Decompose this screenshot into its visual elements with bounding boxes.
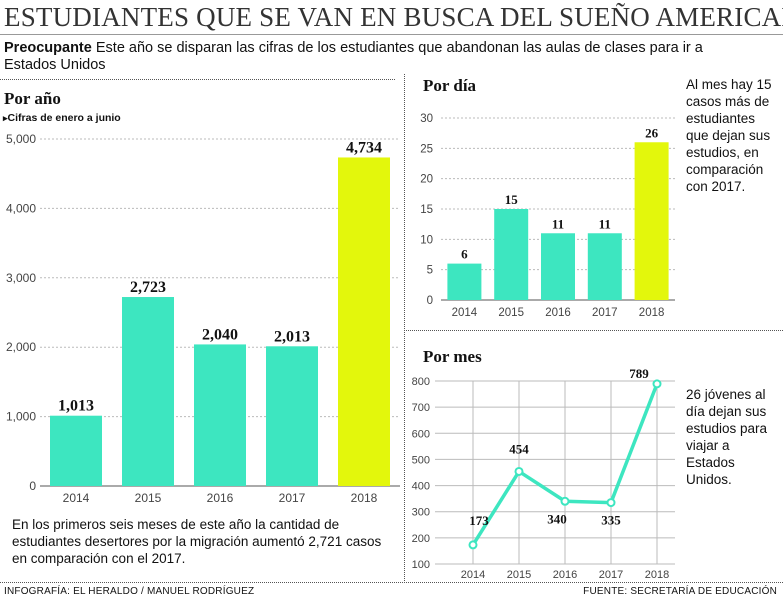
point-value-label: 335 (601, 513, 621, 528)
bar-value-label: 6 (461, 247, 468, 262)
y-tick-label: 100 (412, 559, 430, 571)
y-tick-label: 400 (412, 481, 430, 493)
y-tick-label: 3,000 (6, 271, 36, 285)
x-tick-label: 2014 (63, 491, 90, 505)
bar (447, 263, 482, 300)
y-tick-label: 5,000 (6, 132, 36, 146)
bar (122, 297, 174, 486)
y-tick-label: 600 (412, 428, 430, 440)
y-tick-label: 20 (420, 174, 433, 186)
bar (494, 209, 529, 300)
lead-text: Este año se disparan las cifras de los e… (4, 40, 703, 73)
bar (541, 233, 575, 300)
bar-value-label: 2,040 (202, 326, 238, 343)
y-tick-label: 700 (412, 402, 430, 414)
por-dia-annotation: Al mes hay 15 casos más de estudiantes q… (686, 77, 772, 194)
data-point (560, 496, 570, 506)
x-tick-label: 2015 (507, 569, 531, 581)
divider-vertical (404, 74, 405, 581)
x-tick-label: 2016 (553, 569, 577, 581)
x-tick-label: 2016 (207, 491, 234, 505)
x-tick-label: 2018 (639, 307, 665, 319)
y-tick-label: 500 (412, 454, 430, 466)
x-tick-label: 2017 (599, 569, 623, 581)
bar-value-label: 26 (645, 125, 659, 140)
bar-value-label: 2,723 (130, 279, 166, 296)
infographic-title: ESTUDIANTES QUE SE VAN EN BUSCA DEL SUEÑ… (4, 2, 783, 32)
title-divider (0, 34, 783, 35)
y-tick-label: 300 (412, 507, 430, 519)
bar-value-label: 15 (505, 192, 519, 207)
por-ano-title: Por año (4, 89, 61, 108)
y-tick-label: 1,000 (6, 410, 36, 424)
y-tick-label: 4,000 (6, 201, 36, 215)
point-value-label: 789 (629, 368, 649, 381)
x-tick-label: 2015 (498, 307, 524, 319)
bar (194, 344, 246, 486)
x-tick-label: 2018 (351, 491, 378, 505)
bar (634, 142, 669, 300)
lead-paragraph: Preocupante Este año se disparan las cif… (4, 40, 724, 74)
divider-top-left (0, 79, 395, 80)
y-tick-label: 200 (412, 533, 430, 545)
x-tick-label: 2016 (545, 307, 571, 319)
y-tick-label: 2,000 (6, 340, 36, 354)
x-tick-label: 2014 (461, 569, 485, 581)
data-point (468, 540, 478, 550)
por-ano-chart: 0 1,000 2,000 3,000 4,000 5,000 1,013 2014 2,723… (6, 132, 400, 505)
x-tick-label: 2014 (452, 307, 478, 319)
x-tick-label: 2015 (135, 491, 162, 505)
point-value-label: 173 (469, 513, 489, 528)
por-ano-note: Cifras de enero a junio (3, 112, 121, 124)
bar-value-label: 4,734 (346, 139, 382, 156)
por-mes-title: Por mes (423, 347, 482, 366)
bar (266, 346, 318, 486)
point-value-label: 340 (547, 511, 567, 526)
footer-credit: INFOGRAFÍA: EL HERALDO / MANUEL RODRÍGUE… (4, 586, 255, 597)
bar-value-label: 11 (552, 216, 564, 231)
por-mes-annotation: 26 jóvenes al día dejan sus estudios par… (686, 387, 768, 487)
x-tick-label: 2017 (592, 307, 618, 319)
por-dia-title: Por día (423, 76, 477, 95)
bar-value-label: 1,013 (58, 398, 94, 415)
data-point (514, 466, 524, 476)
y-tick-label: 15 (420, 204, 433, 216)
bar-value-label: 11 (599, 216, 611, 231)
y-tick-label: 10 (420, 234, 433, 246)
y-tick-label: 30 (420, 113, 433, 125)
bar (338, 157, 390, 487)
y-tick-label: 800 (412, 376, 430, 388)
divider-bottom (0, 582, 783, 583)
y-tick-label: 0 (427, 295, 433, 307)
bar-value-label: 2,013 (274, 328, 310, 345)
divider-right-middle (404, 330, 783, 331)
bar (587, 233, 622, 300)
x-tick-label: 2017 (279, 491, 306, 505)
point-value-label: 454 (509, 441, 529, 456)
por-ano-annotation: En los primeros seis meses de este año l… (12, 517, 382, 566)
y-tick-label: 5 (427, 265, 433, 277)
por-mes-chart: 100 200 300 400 500 600 700 800 2014 2015 2016 2017… (412, 368, 675, 581)
footer-source: FUENTE: SECRETARÍA DE EDUCACIÓN (583, 586, 777, 597)
data-point (606, 498, 616, 508)
bar (50, 415, 102, 486)
lead-bold: Preocupante (4, 40, 92, 56)
y-tick-label: 25 (420, 143, 433, 155)
x-tick-label: 2018 (645, 569, 669, 581)
y-tick-label: 0 (29, 479, 36, 493)
data-point (652, 379, 662, 389)
por-dia-chart: 0 5 10 15 20 25 30 6 2014 15 2015 11 2016 11 2017 26 201… (420, 113, 675, 319)
